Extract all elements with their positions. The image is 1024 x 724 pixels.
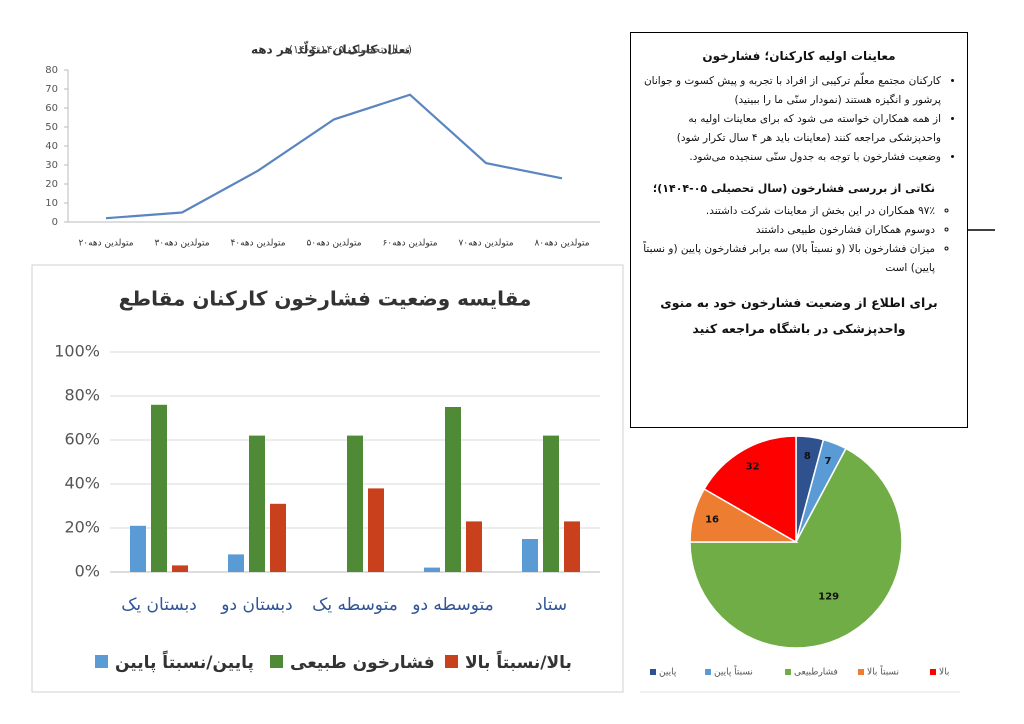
- x-tick-label: متولدین دهه۴۰: [230, 239, 285, 249]
- x-tick-label: متولدین دهه۸۰: [534, 239, 589, 249]
- bullet: وضعیت فشارخون با توجه به جدول سنّی سنجید…: [641, 148, 941, 167]
- point: میزان فشارخون بالا (و نسبتاً بالا) سه بر…: [641, 240, 935, 278]
- legend-swatch: [705, 669, 711, 675]
- bar: [270, 503, 286, 572]
- data-label: 8: [804, 451, 811, 462]
- legend-swatch: [650, 669, 656, 675]
- legend-swatch: [785, 669, 791, 675]
- bar: [424, 567, 440, 572]
- data-label: 7: [824, 456, 831, 467]
- bullet: از همه همکاران خواسته می شود که برای معا…: [641, 110, 941, 148]
- legend-swatch: [270, 655, 283, 668]
- x-tick-label: متولدین دهه۵۰: [306, 239, 361, 249]
- y-tick-label: 50: [45, 122, 58, 133]
- bullets: کارکنان مجتمع معلّم ترکیبی از افراد با ت…: [641, 72, 957, 167]
- bar: [564, 521, 580, 572]
- legend-label: پایین/نسبتاً پایین: [115, 649, 254, 673]
- y-tick-label: 20%: [64, 518, 100, 537]
- bar: [445, 407, 461, 572]
- y-tick-label: 0%: [75, 562, 100, 581]
- legend-swatch: [858, 669, 864, 675]
- x-tick-label: متوسطه دو: [411, 595, 494, 615]
- y-tick-label: 40: [45, 141, 58, 152]
- legend-swatch: [930, 669, 936, 675]
- chart-title: تعداد کارکنان متولّد هر دهه: [251, 40, 410, 58]
- y-tick-label: 60: [45, 103, 58, 114]
- y-tick-label: 40%: [64, 474, 100, 493]
- legend-label: فشارخون طبیعی: [290, 653, 435, 673]
- bar: [347, 435, 363, 572]
- y-tick-label: 10: [45, 198, 58, 209]
- pie-slice: [703, 435, 797, 544]
- footer-note: برای اطلاع از وضعیت فشارخون خود به منوی …: [660, 295, 938, 336]
- text-box: معاینات اولیه کارکنان؛ فشارخون کارکنان م…: [630, 32, 968, 428]
- x-tick-label: دبستان یک: [121, 595, 197, 615]
- chart-title: مقایسه وضعیت فشارخون کارکنان مقاطع: [119, 287, 532, 311]
- legend-label: نسبتاً پایین: [714, 665, 753, 678]
- box-title: معاینات اولیه کارکنان؛ فشارخون: [702, 49, 896, 63]
- pie-slice: [689, 447, 903, 649]
- data-label: 32: [746, 462, 760, 473]
- y-tick-label: 0: [52, 217, 58, 228]
- legend-label: بالا/نسبتاً بالا: [465, 649, 572, 673]
- data-label: 16: [705, 515, 719, 526]
- y-tick-label: 100%: [54, 342, 100, 361]
- legend-swatch: [445, 655, 458, 668]
- subheading: نکاتی از بررسی فشارخون (سال تحصیلی ۰۵-۱۴…: [652, 182, 935, 195]
- bar: [543, 435, 559, 572]
- bullet: کارکنان مجتمع معلّم ترکیبی از افراد با ت…: [641, 72, 941, 110]
- legend-label: نسبتاً بالا: [867, 665, 899, 678]
- data-label: 129: [818, 592, 839, 603]
- y-tick-label: 20: [45, 179, 58, 190]
- legend-label: فشارطبیعی: [794, 668, 838, 678]
- point: ۹۷٪ همکاران در این بخش از معاینات شرکت د…: [641, 202, 935, 221]
- x-tick-label: متولدین دهه۶۰: [382, 239, 437, 249]
- x-tick-label: متوسطه یک: [312, 595, 398, 615]
- legend-label: بالا: [939, 668, 949, 678]
- y-tick-label: 80%: [64, 386, 100, 405]
- legend-label: پایین: [659, 668, 677, 678]
- y-tick-label: 80: [45, 65, 58, 76]
- x-tick-label: متولدین دهه۷۰: [458, 239, 513, 249]
- bar: [130, 525, 146, 572]
- x-tick-label: دبستان دو: [220, 595, 292, 615]
- bar: [172, 565, 188, 572]
- y-tick-label: 60%: [64, 430, 100, 449]
- legend-swatch: [95, 655, 108, 668]
- bar: [228, 554, 244, 572]
- bar: [151, 404, 167, 572]
- bar: [522, 539, 538, 572]
- x-tick-label: متولدین دهه۲۰: [78, 239, 133, 249]
- point: دوسوم همکاران فشارخون طبیعی داشتند: [641, 221, 935, 240]
- chart-subtitle: (سال تحصیلی ۱۴۰۵-۱۴۰۴): [289, 43, 412, 56]
- bar-chart-frame: [31, 264, 624, 693]
- bar: [368, 488, 384, 572]
- x-tick-label: متولدین دهه۳۰: [154, 239, 209, 249]
- y-tick-label: 70: [45, 84, 58, 95]
- bar: [249, 435, 265, 572]
- line-series: [105, 93, 563, 220]
- y-tick-label: 30: [45, 160, 58, 171]
- x-tick-label: ستاد: [535, 595, 567, 615]
- bar: [466, 521, 482, 572]
- points: ۹۷٪ همکاران در این بخش از معاینات شرکت د…: [641, 202, 957, 278]
